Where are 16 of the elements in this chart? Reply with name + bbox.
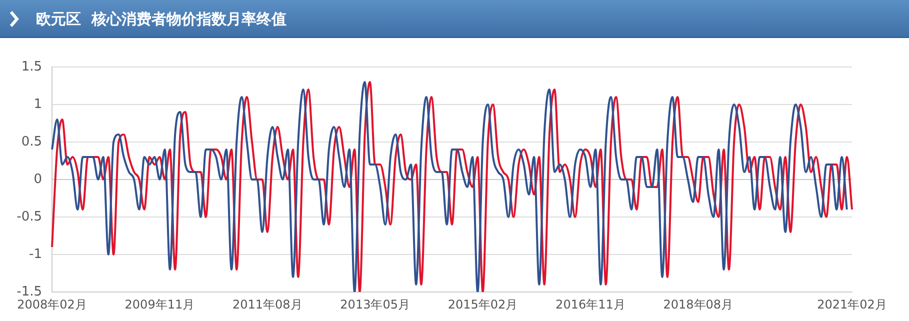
x-tick-label: 2009年11月 [124,297,195,312]
chart-title: 欧元区 核心消费者物价指数月率终值 [36,9,286,29]
y-tick-label: -1.5 [16,284,42,300]
x-tick-label: 2021年02月 [817,297,887,312]
y-tick-label: 1.5 [21,59,42,74]
y-tick-label: -0.5 [16,209,42,224]
x-tick-label: 2018年08月 [663,297,734,312]
y-tick-label: -1 [29,246,42,262]
x-tick-label: 2013年05月 [340,297,410,312]
x-tick-label: 2016年11月 [556,297,626,312]
y-tick-label: 0 [34,172,42,187]
y-tick-label: 1 [34,96,42,112]
x-tick-label: 2015年02月 [448,297,518,312]
x-tick-label: 2008年02月 [17,297,87,312]
x-tick-label: 2011年08月 [232,297,302,312]
y-tick-label: 0.5 [21,134,42,150]
